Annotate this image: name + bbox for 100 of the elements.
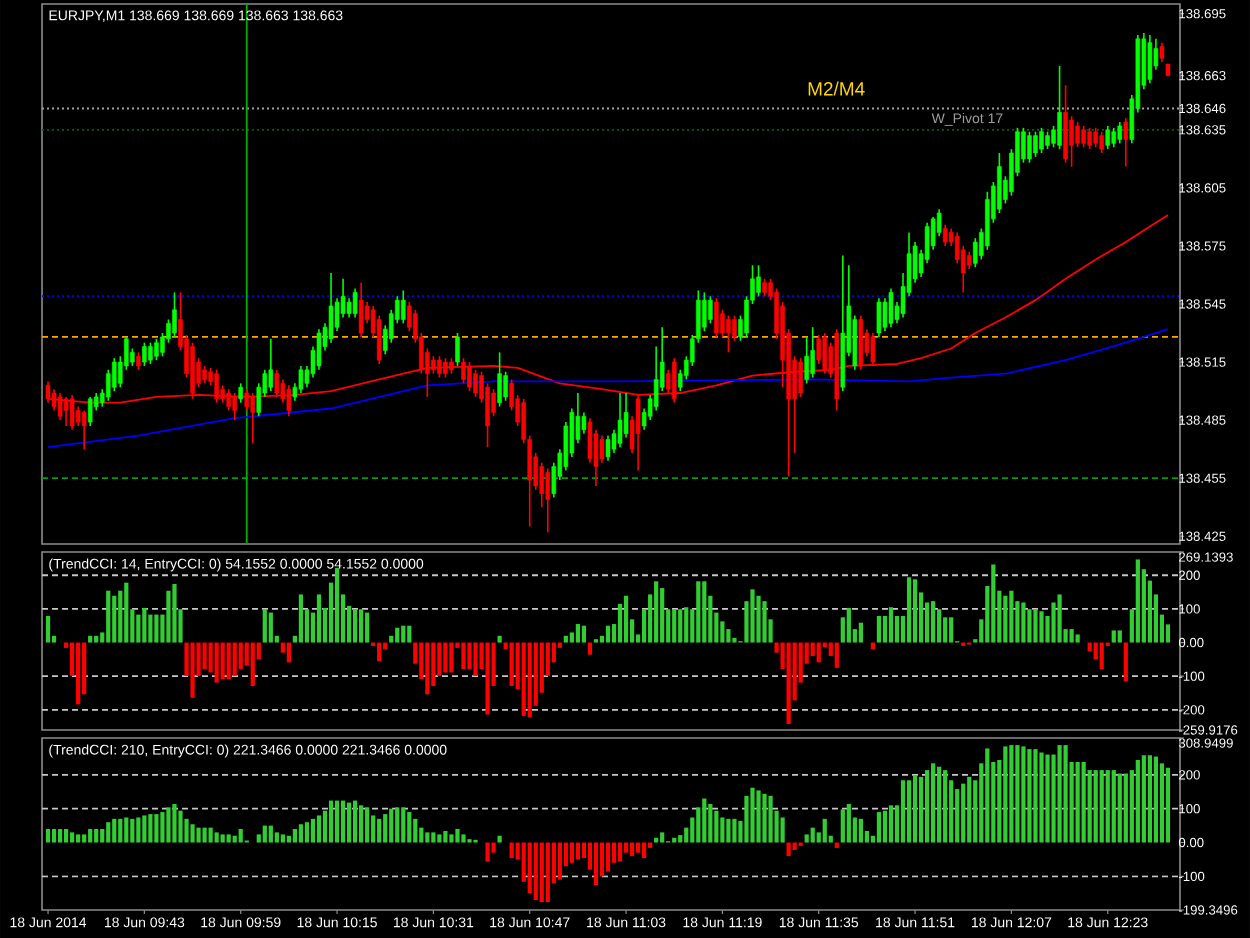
bar bbox=[822, 818, 827, 843]
bar bbox=[401, 807, 406, 843]
bar bbox=[1051, 602, 1056, 643]
bar bbox=[328, 800, 334, 843]
bar bbox=[1099, 770, 1104, 843]
bar bbox=[1003, 595, 1008, 643]
bar bbox=[816, 642, 821, 663]
bar bbox=[858, 622, 863, 643]
bar bbox=[931, 763, 936, 843]
bar bbox=[1159, 763, 1165, 843]
bar bbox=[226, 642, 231, 680]
candlestick bbox=[467, 361, 472, 392]
bar bbox=[262, 609, 267, 643]
bar bbox=[334, 800, 340, 843]
bar bbox=[353, 800, 358, 843]
bar bbox=[575, 842, 580, 860]
bar bbox=[1135, 759, 1140, 843]
bar bbox=[1021, 602, 1026, 643]
candlestick bbox=[798, 357, 803, 398]
bar bbox=[443, 831, 448, 843]
bar bbox=[750, 787, 755, 843]
bar bbox=[425, 832, 430, 843]
bar bbox=[45, 828, 51, 843]
bar bbox=[810, 642, 815, 656]
bar bbox=[202, 642, 207, 670]
candlestick bbox=[1093, 127, 1098, 149]
bar bbox=[485, 842, 490, 862]
bar bbox=[726, 629, 731, 643]
bar bbox=[720, 817, 725, 843]
bar bbox=[166, 807, 171, 843]
candlestick bbox=[1081, 125, 1086, 149]
bar bbox=[359, 805, 364, 843]
candlestick bbox=[298, 365, 304, 394]
bar bbox=[1063, 745, 1068, 843]
bar bbox=[286, 642, 291, 663]
bar bbox=[431, 642, 436, 686]
bar bbox=[569, 632, 574, 643]
bar bbox=[334, 567, 340, 643]
bar bbox=[943, 770, 948, 843]
bar bbox=[389, 808, 394, 843]
bar bbox=[906, 780, 912, 843]
bar bbox=[623, 595, 629, 643]
bar bbox=[846, 803, 851, 843]
bar bbox=[130, 818, 135, 843]
bar bbox=[238, 828, 243, 843]
bar bbox=[118, 590, 123, 643]
bar bbox=[672, 837, 677, 843]
bar bbox=[900, 780, 906, 843]
bar bbox=[569, 842, 574, 863]
bar bbox=[365, 807, 370, 843]
bar bbox=[1099, 642, 1104, 670]
candlestick bbox=[142, 341, 147, 367]
bar bbox=[684, 607, 689, 643]
bar bbox=[70, 832, 75, 843]
bar bbox=[924, 770, 930, 843]
candlestick bbox=[605, 434, 611, 462]
bar bbox=[533, 842, 538, 901]
bar bbox=[353, 609, 358, 643]
bar bbox=[298, 594, 304, 643]
bar bbox=[882, 810, 888, 843]
bar bbox=[148, 614, 153, 643]
bar bbox=[94, 635, 99, 643]
bar bbox=[220, 642, 225, 680]
bar bbox=[557, 842, 562, 880]
bar bbox=[1021, 746, 1026, 843]
candlestick bbox=[274, 369, 280, 398]
bar bbox=[912, 775, 918, 843]
bar bbox=[51, 828, 57, 843]
bar bbox=[160, 812, 165, 843]
candlestick bbox=[358, 281, 364, 338]
bar bbox=[232, 642, 237, 676]
candlestick bbox=[1033, 130, 1038, 158]
bar bbox=[750, 589, 755, 643]
bar bbox=[82, 834, 87, 843]
candlestick bbox=[882, 297, 888, 332]
annotation: M2/M4 bbox=[808, 81, 865, 96]
bar bbox=[1087, 770, 1092, 843]
bar bbox=[1141, 755, 1146, 843]
bar bbox=[876, 615, 882, 643]
candlestick bbox=[888, 287, 894, 329]
bar bbox=[545, 842, 550, 903]
bar bbox=[491, 842, 496, 853]
bar bbox=[1009, 745, 1014, 843]
bar bbox=[1039, 752, 1044, 843]
bar bbox=[660, 588, 665, 643]
candlestick bbox=[268, 338, 274, 392]
candlestick bbox=[665, 369, 671, 394]
candlestick bbox=[57, 392, 63, 421]
candlestick bbox=[1123, 117, 1129, 168]
bar bbox=[497, 635, 502, 643]
bar bbox=[1081, 761, 1086, 843]
bar bbox=[1033, 609, 1038, 643]
bar bbox=[1033, 749, 1038, 843]
bar bbox=[1111, 630, 1116, 643]
candlestick bbox=[810, 326, 815, 379]
bar bbox=[190, 642, 195, 698]
candlestick bbox=[497, 351, 502, 408]
bar bbox=[672, 609, 677, 643]
bar bbox=[395, 627, 400, 643]
candlestick bbox=[858, 314, 864, 371]
